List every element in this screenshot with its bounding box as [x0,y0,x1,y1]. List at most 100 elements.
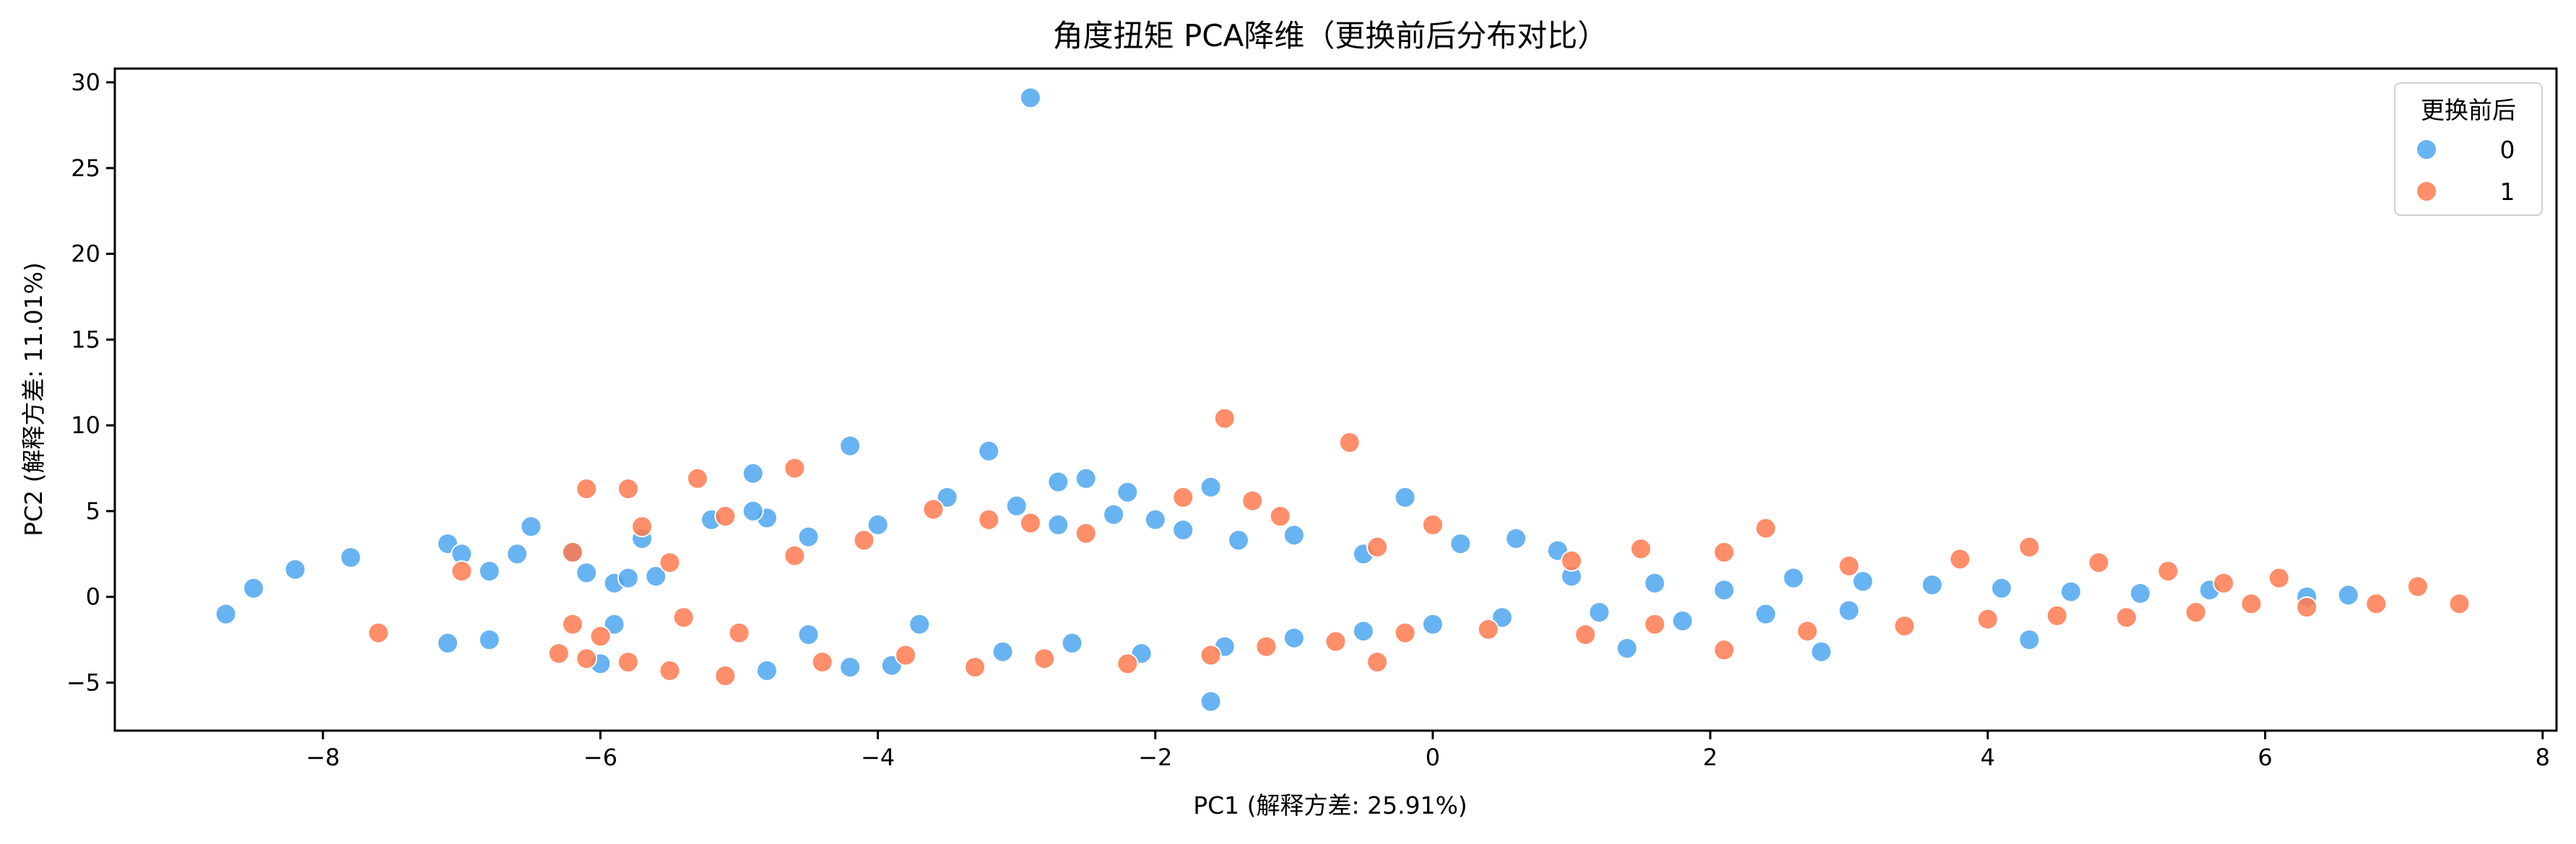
scatter-point [1019,87,1041,109]
y-tick-label: −5 [66,669,100,696]
x-tick-label: −8 [306,744,340,771]
scatter-point [853,529,875,552]
x-tick-label: 0 [1426,744,1440,771]
legend-marker-series-1 [2416,180,2437,202]
scatter-point [1810,640,1832,663]
scatter-point [2448,593,2471,615]
scatter-point [1713,579,1735,601]
scatter-point [1588,601,1610,624]
scatter-point [659,552,681,574]
scatter-point [895,644,916,666]
scatter-point [1630,538,1652,560]
scatter-point [547,643,570,665]
scatter-point [1422,513,1444,536]
scatter-point [1921,574,1943,596]
scatter-point [1019,512,1041,534]
scatter-point [1144,508,1166,531]
legend-label-series-1: 1 [2500,178,2515,206]
y-tick-label: 5 [86,497,100,525]
series-0-points [214,87,2359,713]
y-tick-label: 20 [71,240,100,268]
scatter-point [1990,577,2013,599]
scatter-point [478,560,500,583]
y-tick-label: 15 [71,326,100,353]
scatter-point [784,544,806,567]
scatter-point [1616,638,1638,659]
x-tick-label: −6 [584,744,617,771]
scatter-point [506,543,529,565]
x-tick-label: 2 [1703,744,1717,771]
scatter-point [672,606,695,629]
scatter-point [2296,596,2318,618]
scatter-point [1574,624,1597,645]
scatter-point [2213,572,2234,594]
scatter-point [561,613,584,635]
legend: 更换前后 0 1 [2394,82,2543,216]
scatter-point [1228,529,1249,552]
scatter-point [1713,639,1735,661]
scatter-point [2185,601,2207,624]
scatter-point [742,500,764,522]
scatter-point [1755,517,1777,539]
scatter-point [1172,486,1194,508]
scatter-point [1838,599,1860,622]
scatter-point [784,457,806,479]
scatter-point [1116,653,1139,675]
scatter-point [1255,635,1278,658]
scatter-point [478,629,500,651]
scatter-point [797,624,820,645]
scatter-point [1366,651,1389,673]
scatter-point [1949,548,1971,570]
scatter-point [2018,629,2040,651]
plot-frame [113,67,2558,732]
scatter-point [1713,541,1735,563]
scatter-point [1116,481,1139,503]
scatter-point [576,562,598,584]
scatter-point [908,613,931,635]
scatter-point [1172,519,1194,541]
series-1-points [368,407,2471,687]
scatter-point [645,565,667,588]
scatter-point [576,478,598,500]
scatter-point [964,656,986,679]
scatter-point [1033,648,1056,670]
scatter-point [368,622,389,644]
scatter-point [617,478,639,500]
scatter-point [936,486,958,508]
x-tick-label: 4 [1980,744,1995,771]
scatter-point [1075,522,1097,544]
scatter-point [1671,610,1694,632]
scatter-point [1644,572,1666,594]
scatter-point [1200,690,1222,713]
scatter-point [1283,627,1305,649]
scatter-point [1283,524,1305,547]
scatter-point [1561,549,1583,572]
scatter-point [1005,495,1028,517]
scatter-point [1075,467,1097,490]
legend-marker-series-0 [2416,139,2437,160]
y-axis-label: PC2 (解释方差: 11.01%) [19,262,48,536]
y-axis-ticks: −5 0 5 10 15 20 25 30 [66,69,115,696]
scatter-marks [214,87,2471,713]
scatter-point [1477,618,1499,640]
scatter-point [1782,567,1805,589]
scatter-point [978,440,1000,462]
scatter-point [617,567,639,589]
scatter-point [1269,505,1291,527]
scatter-point [811,651,833,673]
y-tick-label: 25 [71,155,100,182]
scatter-point [1200,476,1222,498]
scatter-point [742,462,764,484]
x-tick-label: −4 [861,744,895,771]
scatter-point [1449,533,1472,555]
x-tick-label: 6 [2258,744,2272,771]
scatter-point [214,603,237,625]
scatter-point [2060,580,2082,603]
scatter-point [1241,490,1264,512]
scatter-point [2046,604,2068,627]
scatter-point [2365,593,2388,615]
legend-label-series-0: 0 [2500,136,2515,164]
scatter-point [2406,575,2429,598]
scatter-point [714,505,737,527]
